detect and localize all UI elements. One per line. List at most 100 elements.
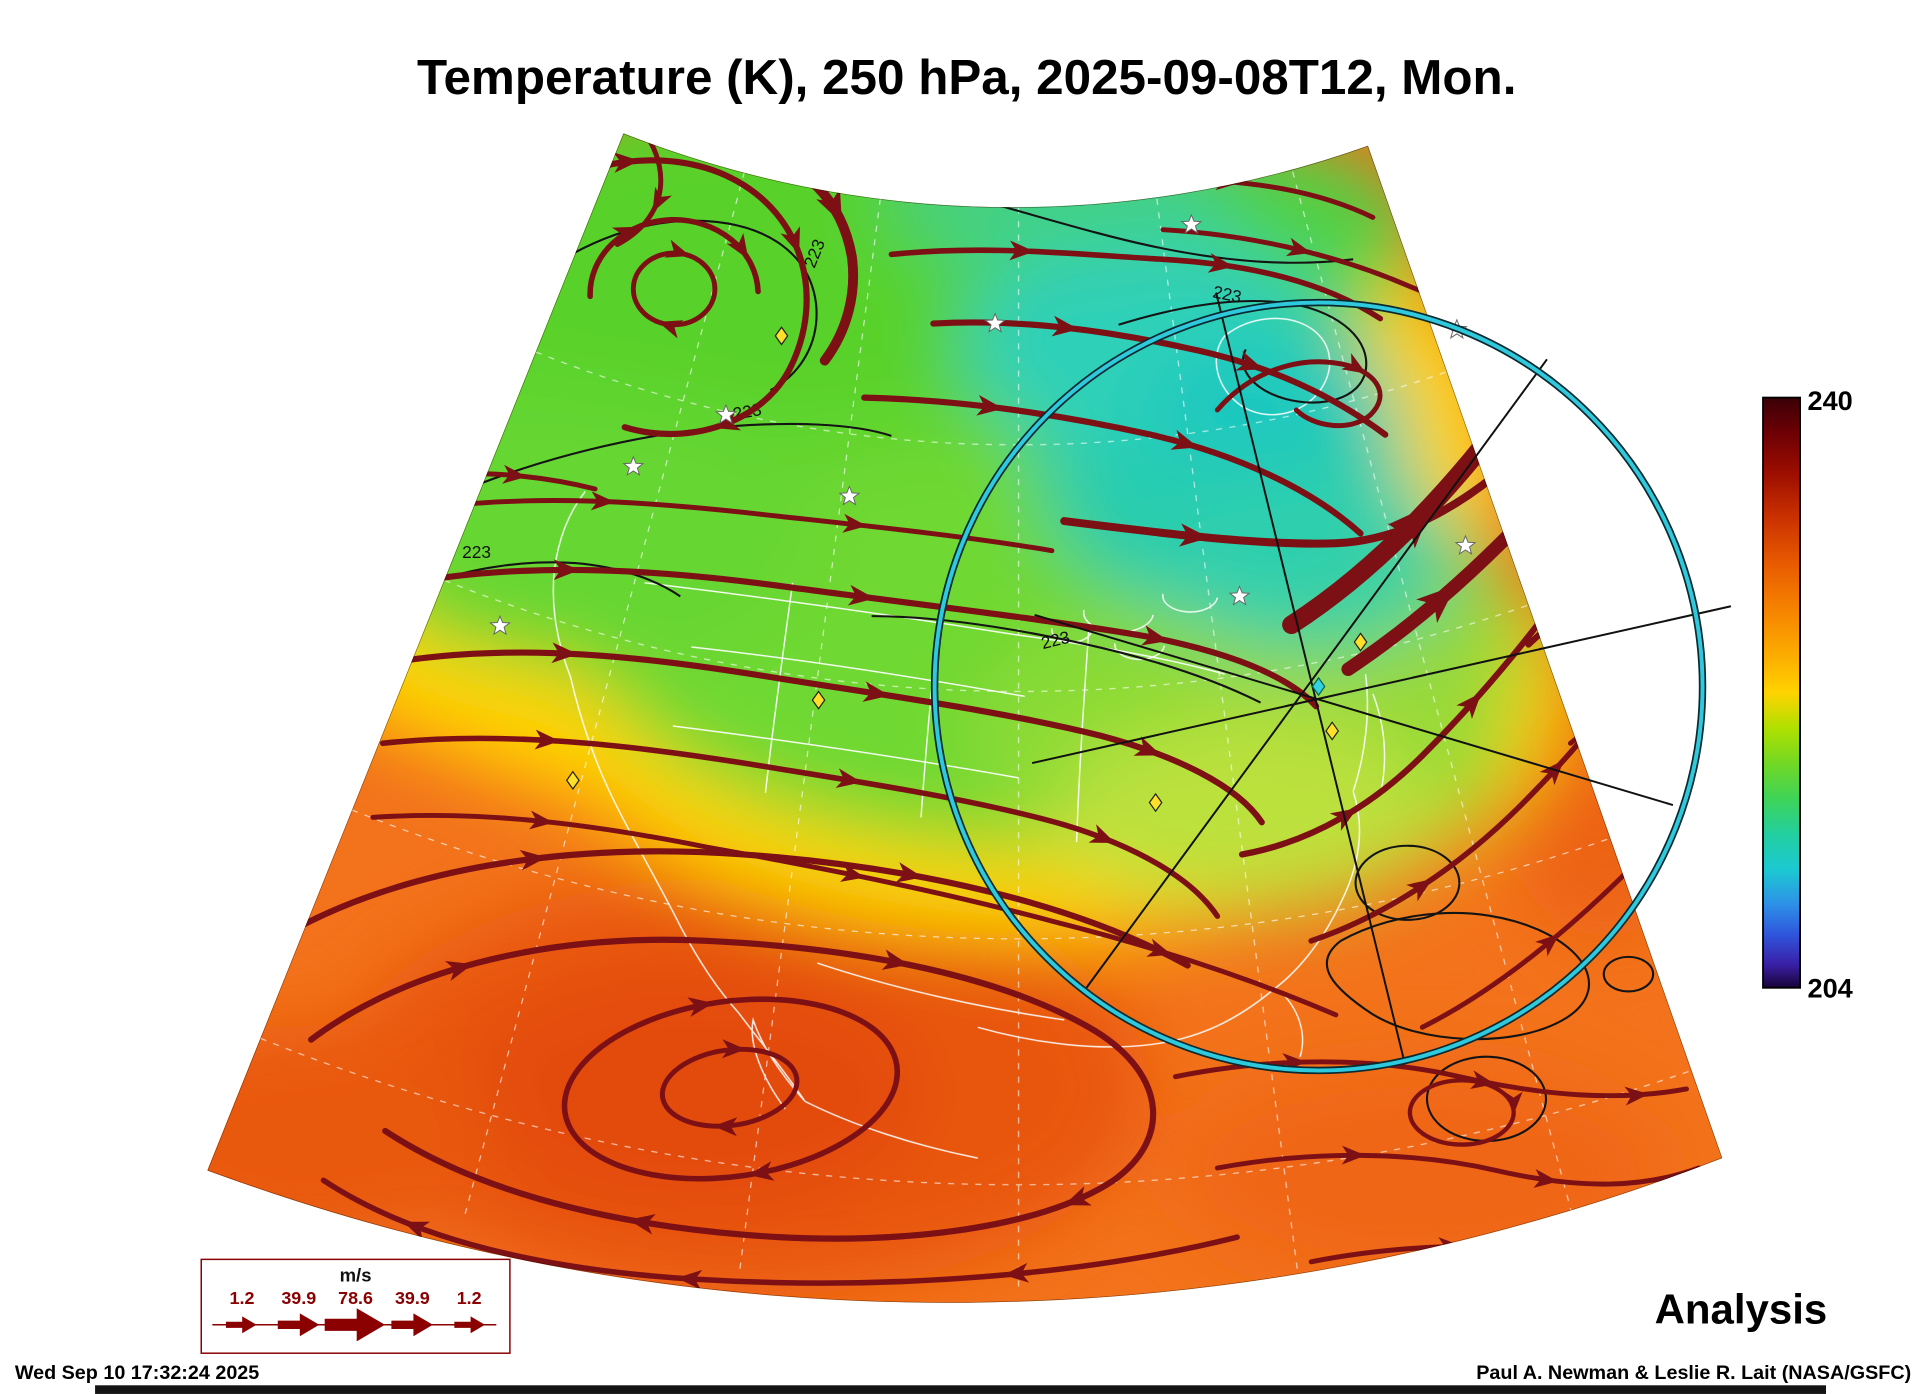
streamline-arrowhead-icon bbox=[611, 226, 639, 246]
streamline-arrowhead-icon bbox=[1624, 1086, 1649, 1106]
wind-legend-units: m/s bbox=[340, 1265, 372, 1286]
streamline bbox=[406, 566, 1320, 710]
streamline-arrowhead-icon bbox=[1329, 808, 1358, 831]
contour-label: 223 bbox=[462, 542, 491, 562]
wind-legend-value: 1.2 bbox=[457, 1288, 482, 1308]
streamline bbox=[1214, 1152, 1702, 1187]
streamline-arrowhead-icon bbox=[1141, 625, 1169, 646]
streamline-arrowhead-icon bbox=[842, 513, 867, 533]
streamline bbox=[1525, 493, 1678, 648]
footer-credit: Paul A. Newman & Leslie R. Lait (NASA/GS… bbox=[1476, 1362, 1911, 1384]
streamline bbox=[913, 149, 1097, 162]
streamline-arrowhead-icon bbox=[590, 491, 615, 511]
streamline-arrowhead-icon bbox=[1535, 933, 1560, 957]
streamline-arrowhead-icon bbox=[840, 863, 866, 882]
streamline-arrowhead-icon bbox=[676, 1269, 703, 1290]
streamline-arrowhead-icon bbox=[652, 186, 672, 213]
streamline-arrowhead-icon bbox=[502, 464, 527, 484]
streamline-arrowhead-icon bbox=[1004, 170, 1029, 190]
streamline-arrowhead-icon bbox=[1178, 523, 1210, 547]
streamline-arrowhead-icon bbox=[1456, 692, 1482, 720]
overlay-track-line bbox=[1085, 358, 1548, 989]
streamline-arrowhead-icon bbox=[748, 1161, 775, 1181]
streamline bbox=[930, 319, 1389, 438]
geo-border bbox=[672, 725, 1019, 779]
geography-borders bbox=[552, 317, 1386, 1159]
streamline-arrowhead-icon bbox=[664, 239, 691, 258]
graticule-line bbox=[535, 351, 1448, 446]
wind-legend-box bbox=[200, 1258, 511, 1354]
streamline bbox=[1060, 455, 1518, 548]
streamline-arrowhead-icon bbox=[1454, 298, 1481, 318]
streamline-arrowhead-icon bbox=[976, 395, 1004, 416]
streamline-arrowhead-icon bbox=[1235, 350, 1264, 371]
streamline-arrowhead-icon bbox=[1051, 315, 1079, 337]
map-area: 223 223 223 223 223 bbox=[207, 133, 1723, 1303]
streamline-arrowhead-icon bbox=[713, 1117, 738, 1137]
streamline-arrowhead-icon bbox=[862, 681, 890, 702]
instrument-overlay bbox=[930, 292, 1732, 1075]
temperature-contour bbox=[871, 615, 1262, 704]
streamline-arrowhead-icon bbox=[1341, 353, 1367, 374]
streamline-arrowhead-icon bbox=[534, 729, 560, 750]
graticule-line bbox=[738, 198, 881, 1272]
overlay-circle bbox=[932, 300, 1705, 1073]
temperature-contour bbox=[1602, 955, 1655, 993]
streamline-arrowhead-icon bbox=[816, 188, 842, 224]
page-title: Temperature (K), 250 hPa, 2025-09-08T12,… bbox=[417, 50, 1516, 105]
temperature-contour bbox=[1118, 299, 1368, 404]
streamline bbox=[1214, 359, 1383, 429]
streamline-arrowhead-icon bbox=[519, 849, 547, 871]
streamline bbox=[320, 1177, 1240, 1286]
geo-border bbox=[1273, 791, 1361, 990]
temperature-contour bbox=[1326, 911, 1590, 1041]
streamline-arrowhead-icon bbox=[1088, 824, 1116, 843]
streamline-arrowhead-icon bbox=[1534, 283, 1559, 303]
streamline-arrowhead-icon bbox=[1341, 1145, 1366, 1165]
streamline-arrowhead-icon bbox=[403, 1221, 431, 1241]
geo-border bbox=[804, 1100, 978, 1159]
geo-border bbox=[977, 988, 1275, 1048]
streamline-arrowhead-icon bbox=[1003, 1262, 1030, 1283]
geo-border bbox=[1372, 693, 1386, 796]
streamline-arrowhead-icon bbox=[1627, 671, 1652, 696]
wind-legend-value: 78.6 bbox=[338, 1288, 373, 1308]
graticule-line bbox=[260, 1037, 1692, 1186]
streamline-arrowhead-icon bbox=[1133, 736, 1162, 756]
overlay-track-line bbox=[1034, 613, 1674, 806]
streamline-arrowhead-icon bbox=[1406, 879, 1433, 902]
wind-legend-value: 1.2 bbox=[230, 1288, 255, 1308]
streamline-arrowhead-icon bbox=[895, 862, 923, 883]
streamline-arrowhead-icon bbox=[726, 232, 749, 260]
wind-legend: m/s 1.2 39.9 78.6 39.9 1.2 bbox=[200, 1258, 511, 1354]
streamline-arrowhead-icon bbox=[1009, 240, 1035, 261]
graticule-line bbox=[463, 171, 746, 1218]
streamline-arrowhead-icon bbox=[780, 226, 801, 255]
streamline-arrowhead-icon bbox=[994, 142, 1017, 161]
streamline-arrowhead-icon bbox=[529, 810, 554, 830]
colorbar-gradient bbox=[1762, 396, 1801, 989]
temperature-field-blobs bbox=[207, 133, 1717, 1297]
streamline-arrowhead-icon bbox=[847, 584, 875, 606]
graticule-line bbox=[1156, 198, 1299, 1272]
product-label: Analysis bbox=[1655, 1286, 1828, 1333]
overlay-track-line bbox=[1031, 605, 1732, 765]
streamline-arrowhead-icon bbox=[1416, 585, 1456, 623]
streamline bbox=[630, 250, 718, 328]
colorbar: 240 204 bbox=[1762, 385, 1853, 1004]
geo-border bbox=[1352, 674, 1369, 792]
wind-legend-value: 39.9 bbox=[395, 1288, 430, 1308]
footer-bar bbox=[95, 1385, 1826, 1394]
streamline-arrowhead-icon bbox=[1388, 504, 1433, 549]
streamline-arrowhead-icon bbox=[1286, 237, 1312, 257]
graticule-line bbox=[1292, 171, 1574, 1218]
geo-border bbox=[644, 582, 1225, 675]
streamline bbox=[561, 996, 901, 1182]
streamline bbox=[270, 848, 1191, 969]
streamline-arrowhead-icon bbox=[1587, 562, 1614, 589]
streamline-arrowhead-icon bbox=[657, 320, 684, 339]
streamline-arrowhead-icon bbox=[1469, 1070, 1496, 1089]
streamline-arrowhead-icon bbox=[1504, 1091, 1523, 1115]
